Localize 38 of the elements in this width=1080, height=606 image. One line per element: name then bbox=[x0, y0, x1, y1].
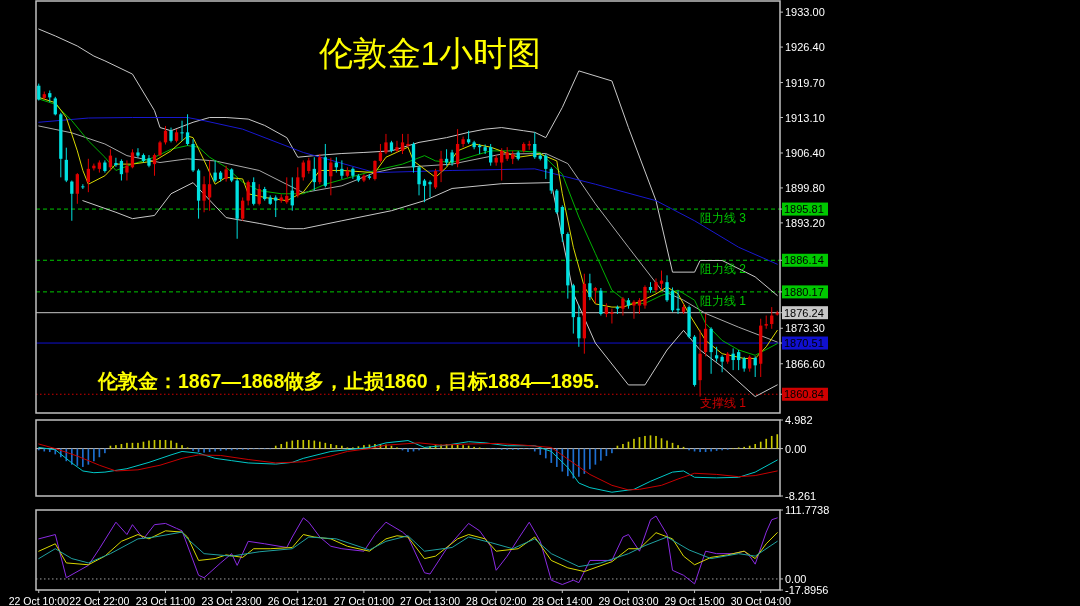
ref-line-label: 阻力线 3 bbox=[700, 211, 747, 226]
y-tick-label: 0.00 bbox=[785, 442, 807, 455]
y-tick-label: 1860.84 bbox=[784, 388, 824, 401]
y-tick-label: 0.00 bbox=[785, 572, 807, 585]
x-tick-label: 27 Oct 01:00 bbox=[333, 595, 395, 606]
y-tick-label: 1893.20 bbox=[785, 216, 825, 229]
y-tick-label: 1866.60 bbox=[785, 357, 825, 370]
text: 伦敦金1小时图 bbox=[318, 34, 542, 72]
y-tick-label: 1870.51 bbox=[784, 337, 824, 350]
x-tick-label: 22 Oct 22:00 bbox=[69, 595, 130, 606]
x-tick-label: 22 Oct 10:00 bbox=[8, 595, 69, 606]
y-tick-label: 1886.14 bbox=[784, 254, 824, 267]
x-tick-label: 27 Oct 13:00 bbox=[399, 595, 461, 606]
y-tick-label: -8.261 bbox=[785, 490, 817, 502]
x-tick-label: 28 Oct 14:00 bbox=[532, 595, 593, 606]
x-tick-label: 29 Oct 15:00 bbox=[664, 595, 725, 606]
x-tick-label: 23 Oct 11:00 bbox=[135, 595, 196, 606]
y-tick-label: 1926.40 bbox=[785, 41, 825, 54]
ref-line-label: 阻力线 1 bbox=[700, 293, 747, 308]
x-tick-label: 29 Oct 03:00 bbox=[598, 595, 659, 606]
annotation: 伦敦金：1867—1868做多，止损1860，目标1884—1895. bbox=[97, 370, 600, 392]
y-tick-label: 1880.17 bbox=[784, 285, 824, 298]
y-tick-label: 1873.30 bbox=[785, 322, 825, 335]
y-tick-label: 1906.40 bbox=[785, 146, 825, 159]
ref-line-label: 支撑线 1 bbox=[700, 396, 747, 411]
y-tick-label: 1895.81 bbox=[784, 203, 824, 216]
y-tick-label: 1876.24 bbox=[784, 306, 824, 319]
y-tick-label: 1913.10 bbox=[785, 111, 825, 124]
x-tick-label: 23 Oct 23:00 bbox=[201, 595, 262, 606]
x-tick-label: 26 Oct 12:01 bbox=[267, 595, 328, 606]
y-tick-label: 1919.70 bbox=[785, 76, 825, 89]
y-tick-label: -17.8956 bbox=[785, 584, 829, 596]
x-tick-label: 28 Oct 02:00 bbox=[466, 595, 527, 606]
y-tick-label: 1899.80 bbox=[785, 181, 825, 194]
y-tick-label: 111.7738 bbox=[785, 504, 830, 516]
x-tick-label: 30 Oct 04:00 bbox=[730, 595, 791, 606]
y-tick-label: 4.982 bbox=[785, 414, 813, 426]
y-tick-label: 1933.00 bbox=[785, 6, 825, 19]
